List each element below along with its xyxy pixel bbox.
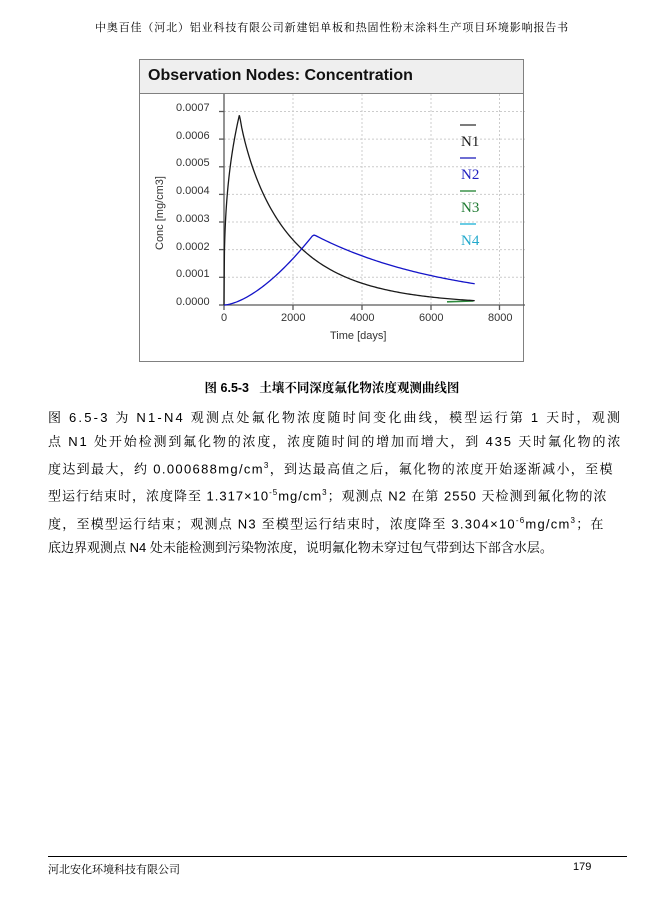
svg-text:N4: N4 xyxy=(461,233,480,249)
svg-text:N1: N1 xyxy=(461,134,479,150)
svg-text:N2: N2 xyxy=(461,167,479,183)
svg-text:N3: N3 xyxy=(461,200,479,216)
